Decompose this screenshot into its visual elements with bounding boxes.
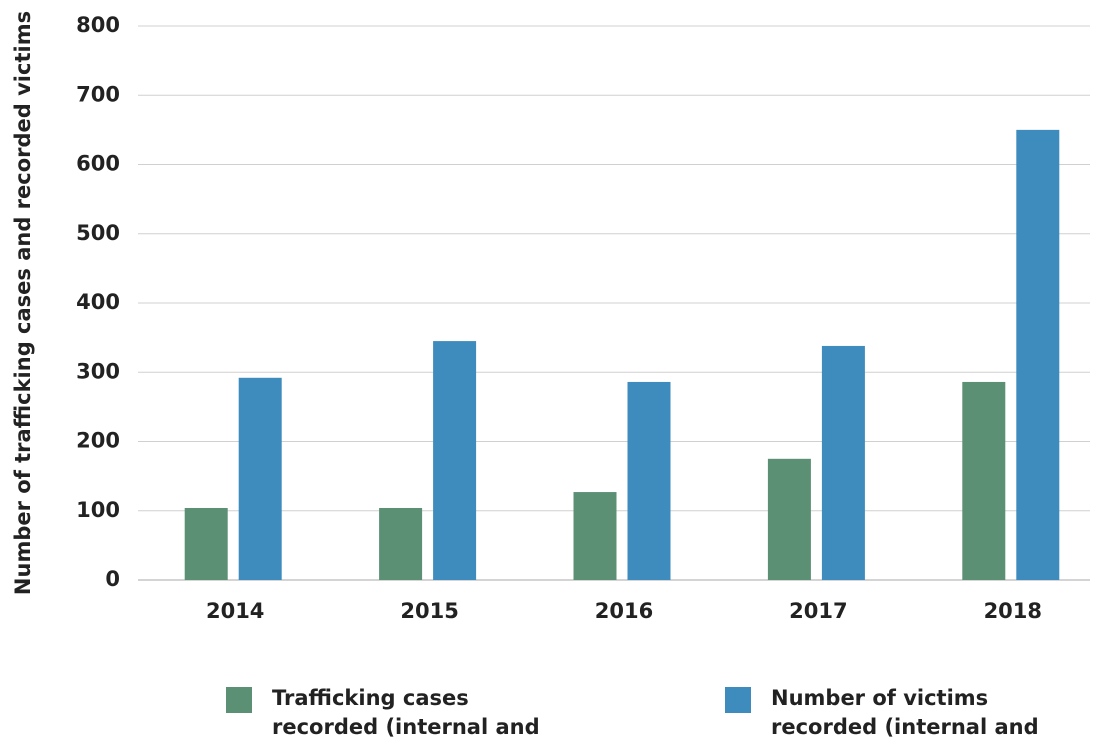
y-axis-label: Number of trafficking cases and recorded…	[11, 11, 35, 595]
bar	[379, 507, 423, 580]
bar	[184, 507, 228, 580]
x-tick-label: 2014	[206, 599, 264, 623]
y-tick-label: 100	[76, 498, 120, 522]
x-tick-label: 2017	[789, 599, 847, 623]
legend-item: Trafficking cases recorded (internal and…	[226, 684, 572, 740]
x-tick-label: 2018	[984, 599, 1042, 623]
bar	[767, 458, 811, 580]
bar	[238, 377, 282, 580]
bar	[962, 381, 1006, 580]
legend-swatch	[226, 687, 252, 713]
bar	[573, 492, 617, 580]
legend-item: Number of victims recorded (internal and…	[725, 684, 1071, 740]
y-tick-label: 800	[76, 13, 120, 37]
bar	[627, 381, 671, 580]
y-tick-label: 500	[76, 221, 120, 245]
legend-label: Trafficking cases recorded (internal and…	[272, 686, 540, 739]
bar	[433, 341, 477, 580]
y-tick-label: 200	[76, 429, 120, 453]
chart: Number of trafficking cases and recorded…	[11, 11, 1090, 623]
y-tick-label: 600	[76, 152, 120, 176]
bar	[1016, 129, 1060, 580]
bar	[821, 345, 865, 580]
y-tick-label: 0	[105, 567, 120, 591]
x-tick-label: 2016	[595, 599, 653, 623]
legend-swatch	[725, 687, 751, 713]
y-tick-label: 700	[76, 82, 120, 106]
legend-label: Number of victims recorded (internal and…	[771, 686, 1039, 739]
y-tick-label: 400	[76, 290, 120, 314]
x-tick-label: 2015	[400, 599, 458, 623]
y-tick-label: 300	[76, 359, 120, 383]
